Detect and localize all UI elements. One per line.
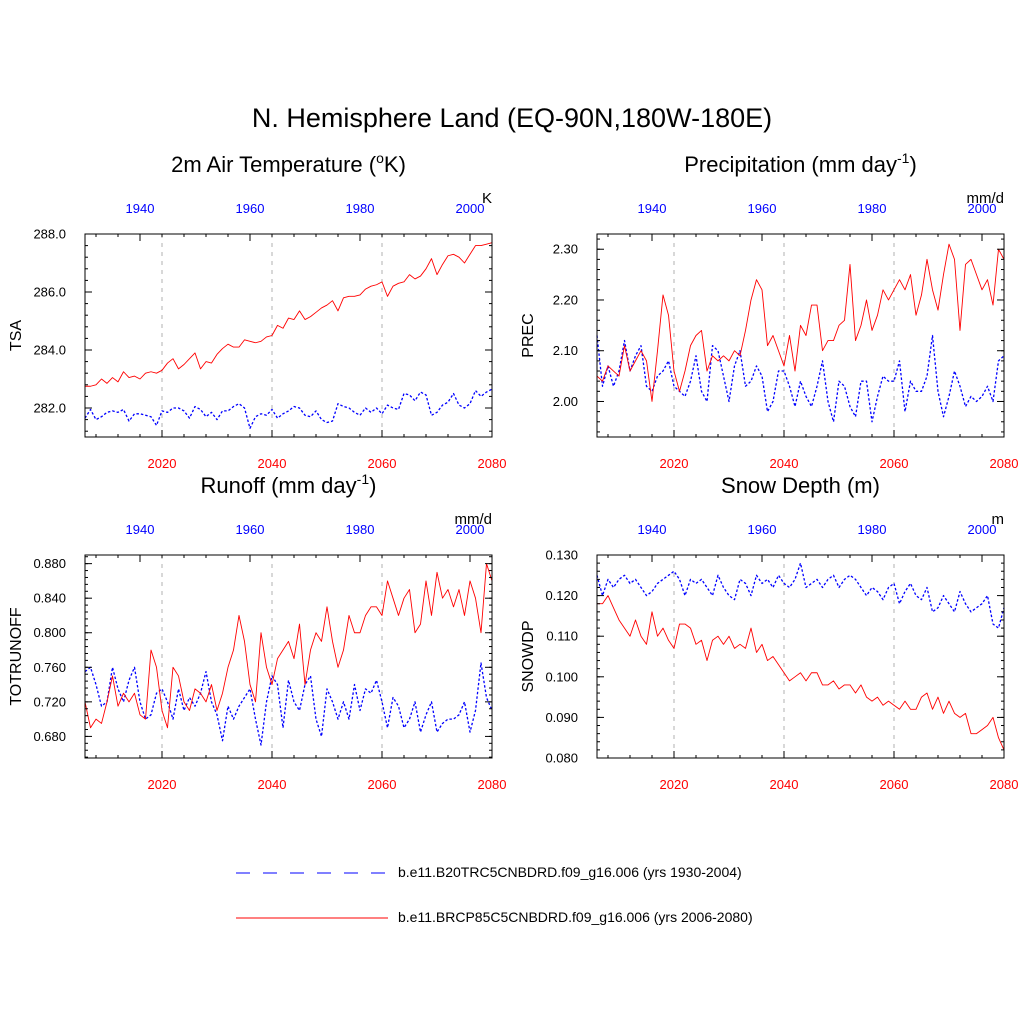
y-axis-label-prec: PREC (520, 313, 537, 357)
series-line-historical (84, 662, 493, 746)
x-tick-label-top: 1940 (638, 201, 667, 216)
x-tick-label-bottom: 2060 (368, 777, 397, 792)
x-tick-label-top: 2000 (456, 522, 485, 537)
panel-title-tail: ) (909, 152, 916, 177)
y-tick-label: 0.120 (545, 588, 578, 603)
x-tick-label-bottom: 2040 (770, 777, 799, 792)
x-tick-label-bottom: 2080 (990, 777, 1019, 792)
y-tick-label: 0.840 (33, 591, 66, 606)
panel-title-main: Runoff (mm day (201, 473, 357, 498)
panel-prec: Precipitation (mm day-1) mm/d PREC 2.00 2.10… (520, 150, 1018, 471)
y-tick-label: 286.0 (33, 285, 66, 300)
x-tick-label-top: 1940 (126, 522, 155, 537)
x-tick-label-top: 2000 (968, 201, 997, 216)
x-tick-label-bottom: 2060 (368, 456, 397, 471)
legend: b.e11.B20TRC5CNBDRD.f09_g16.006 (yrs 193… (236, 864, 753, 925)
x-tick-label-bottom: 2040 (258, 777, 287, 792)
panel-title-sup: -1 (897, 150, 910, 166)
panel-title-main: 2m Air Temperature ( (171, 152, 377, 177)
series-line-historical (596, 562, 1005, 629)
y-tick-label: 0.760 (33, 660, 66, 675)
x-tick-label-top: 1960 (748, 522, 777, 537)
panel-title-tsa: 2m Air Temperature (oK) (171, 150, 406, 177)
units-label-snowdp: m (992, 511, 1005, 528)
x-tick-label-top: 1960 (236, 522, 265, 537)
y-tick-label: 0.130 (545, 548, 578, 563)
y-tick-label: 0.100 (545, 669, 578, 684)
y-tick-label: 0.090 (545, 710, 578, 725)
y-tick-label: 288.0 (33, 227, 66, 242)
y-tick-label: 284.0 (33, 343, 66, 358)
panels: 2m Air Temperature (oK) K TSA 282.0 284.0 286… (8, 150, 1018, 792)
panel-title-tail: K) (384, 152, 406, 177)
x-tick-label-top: 1940 (638, 522, 667, 537)
plot-frame (84, 554, 493, 759)
panel-title-runoff: Runoff (mm day-1) (201, 471, 377, 498)
x-tick-label-bottom: 2020 (660, 777, 689, 792)
y-tick-label: 0.800 (33, 625, 66, 640)
y-tick-label: 0.880 (33, 556, 66, 571)
plot-frame (596, 233, 1005, 438)
series-line-rcp85 (84, 563, 493, 729)
units-label-tsa: K (482, 190, 492, 207)
legend-label-historical: b.e11.B20TRC5CNBDRD.f09_g16.006 (yrs 193… (398, 864, 742, 880)
series-line-historical (84, 388, 493, 429)
x-tick-label-bottom: 2040 (258, 456, 287, 471)
y-axis-label-tsa: TSA (8, 320, 25, 351)
y-tick-label: 2.00 (553, 394, 578, 409)
x-tick-label-top: 1960 (236, 201, 265, 216)
x-tick-label-top: 1940 (126, 201, 155, 216)
plot-frame (84, 233, 493, 438)
x-tick-label-top: 1980 (858, 201, 887, 216)
x-tick-label-top: 1960 (748, 201, 777, 216)
x-tick-label-top: 1980 (858, 522, 887, 537)
x-tick-label-bottom: 2080 (990, 456, 1019, 471)
y-tick-label: 0.720 (33, 694, 66, 709)
y-tick-label: 2.20 (553, 292, 578, 307)
y-tick-label: 0.680 (33, 729, 66, 744)
legend-label-rcp85: b.e11.BRCP85C5CNBDRD.f09_g16.006 (yrs 20… (398, 909, 753, 925)
x-tick-label-top: 1980 (346, 522, 375, 537)
x-tick-label-bottom: 2080 (478, 777, 507, 792)
x-tick-label-bottom: 2020 (660, 456, 689, 471)
panel-title-main: Precipitation (mm day (684, 152, 897, 177)
panel-snowdp: Snow Depth (m) m SNOWDP 0.080 0.090 0.100 0.11… (520, 473, 1018, 792)
panel-title-tail: ) (369, 473, 376, 498)
panel-title-prec: Precipitation (mm day-1) (684, 150, 917, 177)
series-line-rcp85 (597, 595, 1005, 751)
y-tick-label: 0.080 (545, 751, 578, 766)
panel-runoff: Runoff (mm day-1) mm/d TOTRUNOFF 0.680 0.720… (8, 471, 506, 792)
x-tick-label-top: 1980 (346, 201, 375, 216)
y-axis-label-snowdp: SNOWDP (520, 621, 537, 693)
y-tick-label: 282.0 (33, 401, 66, 416)
x-tick-label-bottom: 2060 (880, 456, 909, 471)
units-label-prec: mm/d (967, 190, 1005, 207)
y-tick-label: 2.30 (553, 242, 578, 257)
figure-title: N. Hemisphere Land (EQ-90N,180W-180E) (252, 103, 772, 133)
panel-tsa: 2m Air Temperature (oK) K TSA 282.0 284.0 286… (8, 150, 506, 471)
series-line-rcp85 (596, 243, 1005, 402)
series-line-historical (596, 334, 1005, 423)
panel-title-sup: o (376, 150, 384, 166)
series-line-rcp85 (85, 242, 493, 387)
panel-title-snowdp: Snow Depth (m) (721, 473, 880, 498)
x-tick-label-bottom: 2020 (148, 777, 177, 792)
y-tick-label: 0.110 (546, 629, 578, 644)
x-tick-label-bottom: 2020 (148, 456, 177, 471)
x-tick-label-bottom: 2080 (478, 456, 507, 471)
plot-frame (596, 554, 1005, 759)
x-tick-label-bottom: 2060 (880, 777, 909, 792)
y-axis-label-runoff: TOTRUNOFF (8, 607, 25, 706)
x-tick-label-bottom: 2040 (770, 456, 799, 471)
panel-title-main: Snow Depth (m) (721, 473, 880, 498)
panel-title-sup: -1 (357, 471, 370, 487)
x-tick-label-top: 2000 (968, 522, 997, 537)
x-tick-label-top: 2000 (456, 201, 485, 216)
units-label-runoff: mm/d (455, 511, 493, 528)
y-tick-label: 2.10 (553, 343, 578, 358)
